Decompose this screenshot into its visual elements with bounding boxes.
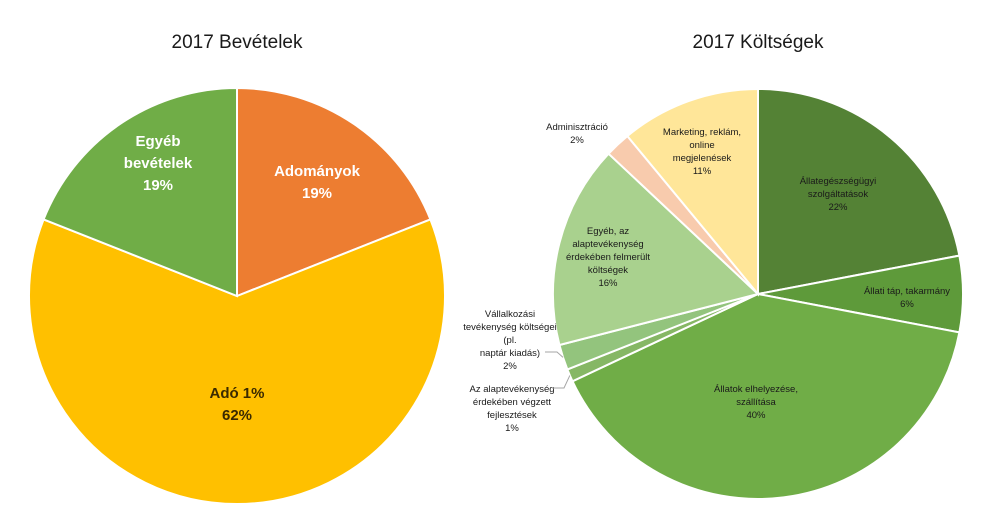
revenue-pie	[28, 86, 446, 505]
cost-chart-title: 2017 Költségek	[693, 32, 824, 53]
revenue-slice-1	[28, 218, 446, 505]
cost-slice-2	[571, 292, 961, 500]
cost-pie	[552, 87, 964, 500]
cost-leader-line-4	[545, 351, 564, 358]
cost-slice-5	[552, 152, 761, 347]
revenue-slice-label-2: Egyéb bevételek 19%	[124, 133, 193, 194]
cost-leader-line-3	[552, 375, 571, 389]
cost-slice-0	[757, 87, 961, 296]
cost-slice-label-5: Egyéb, az alaptevékenység érdekében felmer…	[566, 226, 650, 289]
slice-labels: Adományok 19% Adó 1% 62% Egyéb bevételek 19% Ál…	[124, 122, 950, 434]
revenue-slice-label-0: Adományok 19%	[274, 163, 361, 202]
cost-slice-label-1: Állati táp, takarmány 6%	[864, 286, 950, 310]
cost-slice-label-4: Vállalkozási tevékenység költségei (pl. nap…	[463, 309, 556, 372]
revenue-slice-0	[236, 86, 432, 298]
revenue-chart-title: 2017 Bevételek	[172, 32, 303, 53]
cost-slice-label-7: Marketing, reklám, online megjelenések 11%	[663, 127, 741, 177]
cost-slice-7	[625, 87, 759, 297]
cost-slice-label-0: Állategészségügyi szolgáltatások 22%	[800, 176, 877, 213]
revenue-slice-label-1: Adó 1% 62%	[209, 385, 264, 424]
cost-slice-label-6: Adminisztráció 2%	[546, 122, 608, 146]
cost-slice-label-2: Állatok elhelyezése, szállítása 40%	[714, 384, 798, 421]
revenue-slice-2	[42, 86, 238, 298]
cost-slice-label-3: Az alaptevékenység érdekében végzett fejle…	[469, 384, 554, 434]
